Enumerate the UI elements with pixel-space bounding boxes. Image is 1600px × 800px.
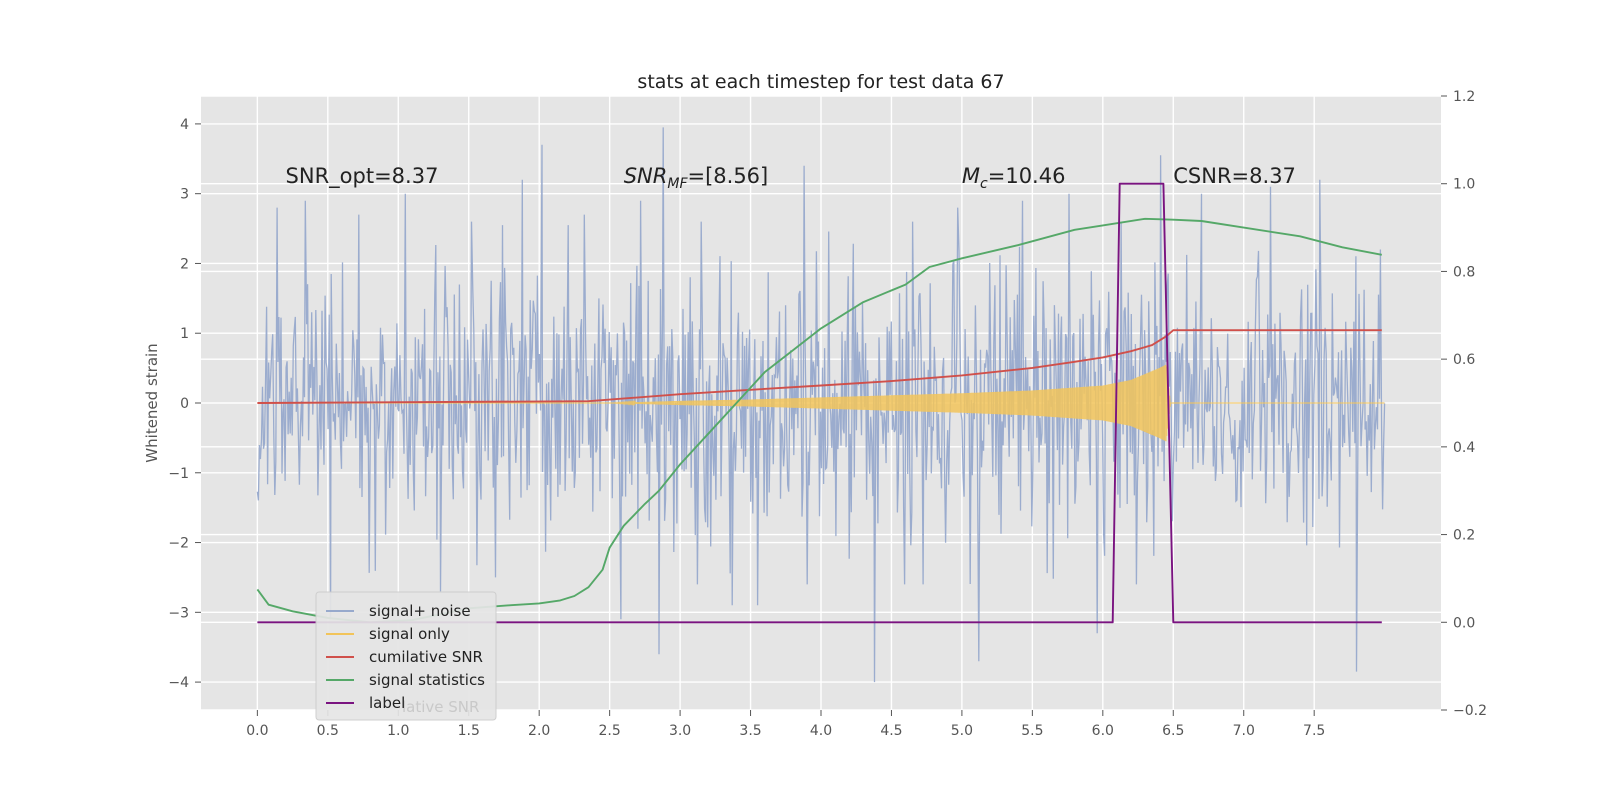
y-tick-label: 3: [180, 187, 189, 203]
x-tick-label: 4.0: [810, 723, 832, 739]
legend-label: signal only: [369, 625, 450, 643]
series-layer: [256, 127, 1386, 683]
x-tick-label: 4.5: [880, 723, 902, 739]
y-axis-label: Whitened strain: [143, 343, 161, 462]
x-tick-label: 5.5: [1021, 723, 1043, 739]
x-tick-label: 2.5: [599, 723, 621, 739]
y-tick-label: −3: [168, 605, 189, 621]
legend: lative SNR signal+ noise signal only cumila…: [315, 591, 497, 721]
x-tick-label: 1.5: [458, 723, 480, 739]
y-tick-label: 1: [180, 326, 189, 342]
y-tick-label: 0: [180, 396, 189, 412]
annotation-mc: Mc=10.46: [962, 164, 1066, 192]
x-tick-label: 0.0: [246, 723, 268, 739]
y2-tick-label: 1.0: [1453, 177, 1475, 193]
y-tick-label: −1: [168, 466, 189, 482]
legend-label: cumilative SNR: [369, 648, 483, 666]
legend-label: label: [369, 694, 405, 712]
x-tick-label: 0.5: [317, 723, 339, 739]
x-tick-label: 7.5: [1303, 723, 1325, 739]
y2-tick-label: 0.0: [1453, 615, 1475, 631]
y-tick-label: −2: [168, 536, 189, 552]
y2-tick-label: 1.2: [1453, 89, 1475, 105]
x-tick-label: 3.0: [669, 723, 691, 739]
series-cumulative-snr: [257, 329, 1382, 404]
y2-tick-label: 0.8: [1453, 264, 1475, 280]
x-tick-label: 2.0: [528, 723, 550, 739]
annotation-snr_mf: SNRMF=[8.56]: [624, 164, 769, 192]
annotations: SNR_opt=8.37 SNRMF=[8.56] Mc=10.46 CSNR=8.3…: [286, 164, 1296, 192]
series-signal-noise: [256, 127, 1386, 683]
series-label: [257, 182, 1382, 624]
x-tick-label: 3.5: [739, 723, 761, 739]
chart-title: stats at each timestep for test data 67: [637, 71, 1004, 93]
x-tick-label: 1.0: [387, 723, 409, 739]
y-tick-label: 2: [180, 256, 189, 272]
legend-hidden-text: lative SNR: [402, 698, 479, 716]
legend-box: [315, 591, 497, 721]
x-tick-label: 5.0: [951, 723, 973, 739]
y2-tick-label: −0.2: [1453, 703, 1487, 719]
legend-label: signal statistics: [369, 671, 485, 689]
y2-tick-label: 0.2: [1453, 528, 1475, 544]
x-tick-label: 6.5: [1162, 723, 1184, 739]
y2-tick-label: 0.6: [1453, 352, 1475, 368]
legend-label: signal+ noise: [369, 602, 471, 620]
axis-ticks: 0.0 0.5 1.0 1.5 2.0 2.5 3.0 3.5 4.0 4.5 5.0 5.5 6.0 6…: [168, 89, 1487, 739]
annotation-csnr: CSNR=8.37: [1173, 164, 1296, 188]
y-tick-label: 4: [180, 117, 189, 133]
annotation-snr_opt: SNR_opt=8.37: [286, 164, 439, 189]
y-tick-label: −4: [168, 675, 189, 691]
x-tick-label: 6.0: [1092, 723, 1114, 739]
y2-tick-label: 0.4: [1453, 440, 1475, 456]
series-signal-only: [257, 364, 1385, 442]
x-tick-label: 7.0: [1233, 723, 1255, 739]
